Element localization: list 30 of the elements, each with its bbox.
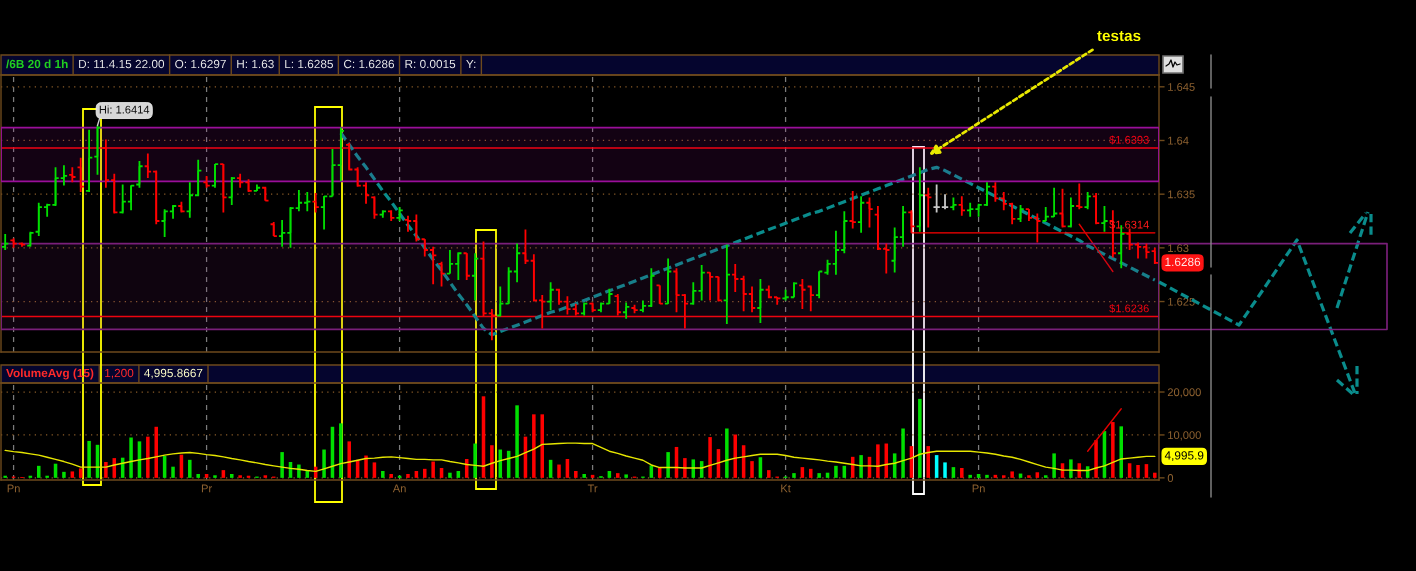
- y-tick-label: 1.635: [1168, 190, 1195, 199]
- text: testas: [1097, 30, 1141, 42]
- chart-title: /6B 20 d 1h: [6, 59, 68, 69]
- y-tick-label: 1.64: [1168, 136, 1189, 145]
- y-tick-label: 1.625: [1168, 297, 1195, 306]
- text: 1,200: [105, 368, 134, 379]
- text: D: 11.4.15 22.00: [79, 59, 165, 69]
- ref-line-label: $1.6393: [1109, 135, 1149, 145]
- text: 4,995.8667: [144, 368, 203, 379]
- text: H: 1.63: [237, 59, 274, 69]
- y-tick-label: 20,000: [1167, 388, 1201, 398]
- x-tick-label: An: [392, 484, 406, 493]
- x-tick-label: Pn: [7, 484, 20, 493]
- text: 4,995.9: [1164, 451, 1204, 461]
- annotation: Hi: 1.6414: [99, 105, 150, 114]
- y-tick-label: 10,000: [1168, 431, 1201, 441]
- y-tick-label: 1.63: [1168, 244, 1189, 252]
- text: 1.6286: [1165, 257, 1201, 267]
- y-tick-label: 1.645: [1168, 83, 1195, 91]
- x-tick-label: Pn: [972, 484, 985, 493]
- text: L: 1.6285: [285, 59, 333, 69]
- text: R: 0.0015: [405, 59, 456, 69]
- text: C: 1.6286: [343, 59, 395, 69]
- text: Y:: [466, 59, 476, 69]
- ref-line-label: $1.6236: [1109, 303, 1149, 313]
- text: O: 1.6297: [175, 59, 226, 69]
- x-tick-label: Pr: [201, 484, 212, 493]
- x-tick-label: Tr: [587, 484, 598, 493]
- x-tick-label: Kt: [781, 484, 791, 493]
- y-tick-label: 0: [1167, 474, 1174, 482]
